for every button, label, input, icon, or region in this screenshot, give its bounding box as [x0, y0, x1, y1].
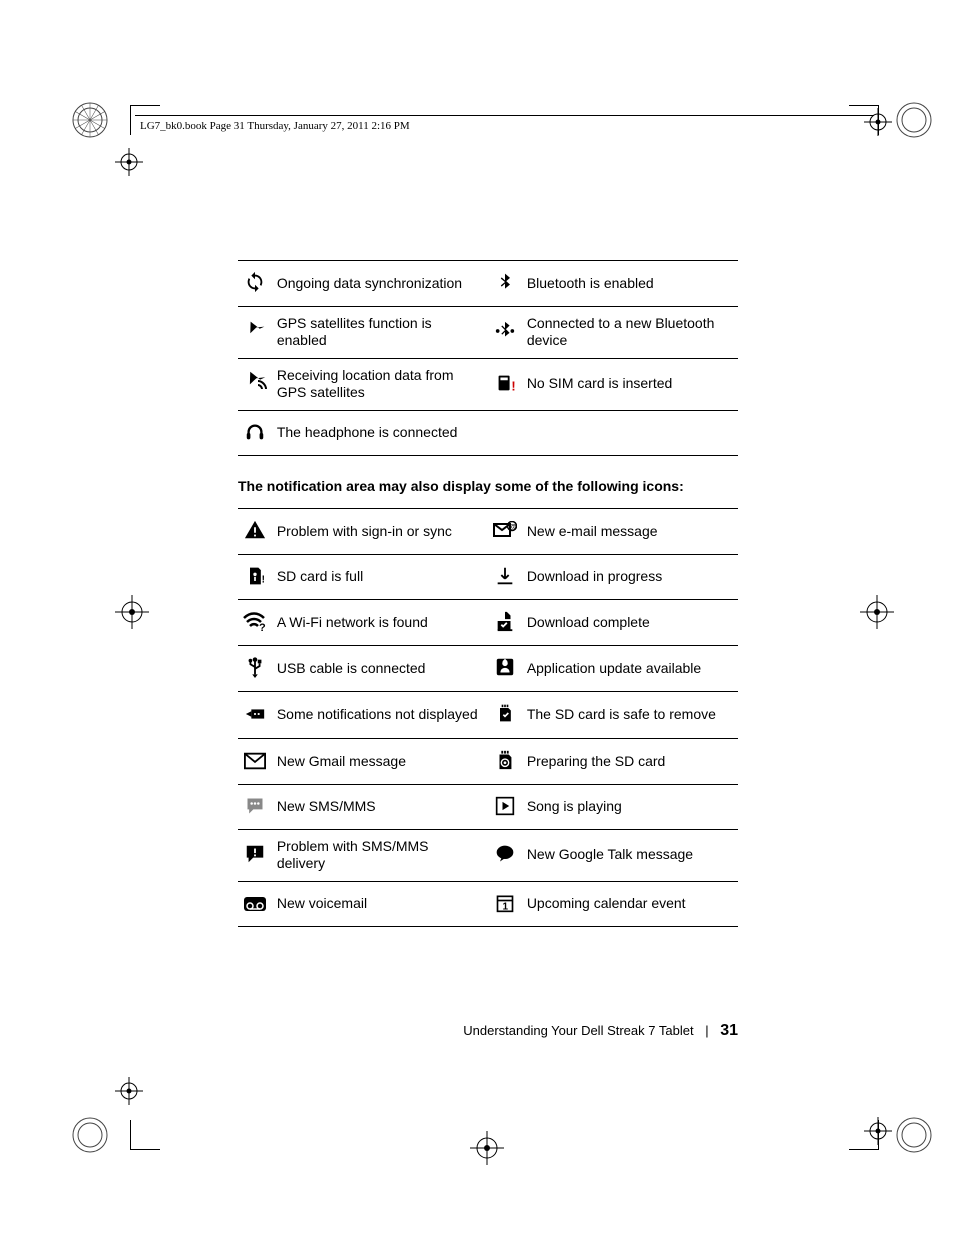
cell-text: Some notifications not displayed — [273, 692, 488, 739]
gps-sat-icon — [242, 318, 268, 344]
usb-icon — [242, 654, 268, 680]
crosshair-icon — [115, 1077, 143, 1105]
no-sim-icon: ! — [492, 370, 518, 396]
download-progress-icon — [492, 563, 518, 589]
sms-icon — [242, 793, 268, 819]
table-row: Receiving location data from GPS satelli… — [238, 358, 738, 410]
cell-text: The headphone is connected — [273, 410, 488, 456]
cell-text: A Wi-Fi network is found — [273, 600, 488, 646]
svg-text:!: ! — [512, 378, 516, 393]
table-row: New SMS/MMS Song is playing — [238, 785, 738, 830]
cell-text: The SD card is safe to remove — [523, 692, 738, 739]
table-row: New Gmail message Preparing the SD card — [238, 738, 738, 785]
sd-preparing-icon — [492, 747, 518, 773]
google-talk-icon — [492, 841, 518, 867]
crosshair-icon — [115, 148, 143, 176]
wifi-question-icon: ? — [242, 608, 268, 634]
cell-text: Download in progress — [523, 554, 738, 600]
table-row: ? A Wi-Fi network is found Download comp… — [238, 600, 738, 646]
crosshair-icon — [864, 108, 892, 136]
crosshair-icon — [470, 1131, 504, 1165]
cell-text: Problem with sign-in or sync — [273, 509, 488, 555]
cell-text: Ongoing data synchronization — [273, 261, 488, 307]
page-content: Ongoing data synchronization Bluetooth i… — [238, 260, 738, 927]
cell-text: USB cable is connected — [273, 645, 488, 692]
voicemail-icon — [242, 891, 268, 917]
cell-text: Download complete — [523, 600, 738, 646]
calendar-icon: 1 — [492, 890, 518, 916]
header-text: LG7_bk0.book Page 31 Thursday, January 2… — [140, 120, 410, 132]
table-row: Problem with SMS/MMS delivery New Google… — [238, 829, 738, 881]
more-notifications-icon — [242, 701, 268, 727]
table-row: USB cable is connected Application updat… — [238, 645, 738, 692]
cell-text — [523, 410, 738, 456]
cell-text: No SIM card is inserted — [523, 358, 738, 410]
svg-text:@: @ — [510, 524, 517, 531]
sync-icon — [242, 269, 268, 295]
crosshair-icon — [864, 1117, 892, 1145]
headphone-icon — [242, 419, 268, 445]
svg-text:!: ! — [262, 574, 265, 585]
status-icons-table: Ongoing data synchronization Bluetooth i… — [238, 260, 738, 456]
download-complete-icon — [492, 608, 518, 634]
notification-icons-table: Problem with sign-in or sync @ New e-mai… — [238, 508, 738, 927]
table-row: New voicemail 1 Upcoming calendar event — [238, 881, 738, 927]
play-icon — [492, 793, 518, 819]
sd-full-icon: ! — [242, 563, 268, 589]
cell-text: New Gmail message — [273, 738, 488, 785]
svg-text:?: ? — [259, 622, 266, 632]
sms-problem-icon — [242, 841, 268, 867]
warning-icon — [242, 517, 268, 543]
crosshair-icon — [860, 595, 894, 629]
gmail-icon — [242, 748, 268, 774]
footer-separator: | — [705, 1023, 708, 1038]
cell-text: Receiving location data from GPS satelli… — [273, 358, 488, 410]
bluetooth-icon — [492, 269, 518, 295]
cell-text: New SMS/MMS — [273, 785, 488, 830]
bluetooth-connected-icon — [492, 318, 518, 344]
table-row: ! SD card is full Download in progress — [238, 554, 738, 600]
cell-text: Problem with SMS/MMS delivery — [273, 829, 488, 881]
cell-text: GPS satellites function is enabled — [273, 306, 488, 358]
footer-title: Understanding Your Dell Streak 7 Tablet — [463, 1023, 693, 1038]
table-row: GPS satellites function is enabled Conne… — [238, 306, 738, 358]
cell-text: SD card is full — [273, 554, 488, 600]
cell-text: Upcoming calendar event — [523, 881, 738, 927]
section-heading: The notification area may also display s… — [238, 478, 738, 494]
table-row: The headphone is connected — [238, 410, 738, 456]
crosshair-icon — [115, 595, 149, 629]
crop-mark — [130, 1120, 160, 1150]
cell-text: New Google Talk message — [523, 829, 738, 881]
cell-text: New voicemail — [273, 881, 488, 927]
email-at-icon: @ — [492, 518, 518, 544]
registration-mark-icon — [894, 1115, 934, 1155]
app-update-icon — [492, 654, 518, 680]
registration-mark-icon — [70, 100, 110, 140]
cell-text: Application update available — [523, 645, 738, 692]
cell-text: New e-mail message — [523, 509, 738, 555]
cell-text: Preparing the SD card — [523, 738, 738, 785]
cell-text: Connected to a new Bluetooth device — [523, 306, 738, 358]
header-rule — [135, 115, 874, 116]
table-row: Ongoing data synchronization Bluetooth i… — [238, 261, 738, 307]
cell-text: Bluetooth is enabled — [523, 261, 738, 307]
page-number: 31 — [720, 1022, 738, 1039]
gps-receiving-icon — [242, 369, 268, 395]
registration-mark-icon — [70, 1115, 110, 1155]
page-footer: Understanding Your Dell Streak 7 Tablet … — [238, 1022, 738, 1040]
table-row: Some notifications not displayed The SD … — [238, 692, 738, 739]
sd-safe-remove-icon — [492, 700, 518, 726]
svg-text:1: 1 — [503, 901, 509, 912]
cell-text: Song is playing — [523, 785, 738, 830]
table-row: Problem with sign-in or sync @ New e-mai… — [238, 509, 738, 555]
registration-mark-icon — [894, 100, 934, 140]
